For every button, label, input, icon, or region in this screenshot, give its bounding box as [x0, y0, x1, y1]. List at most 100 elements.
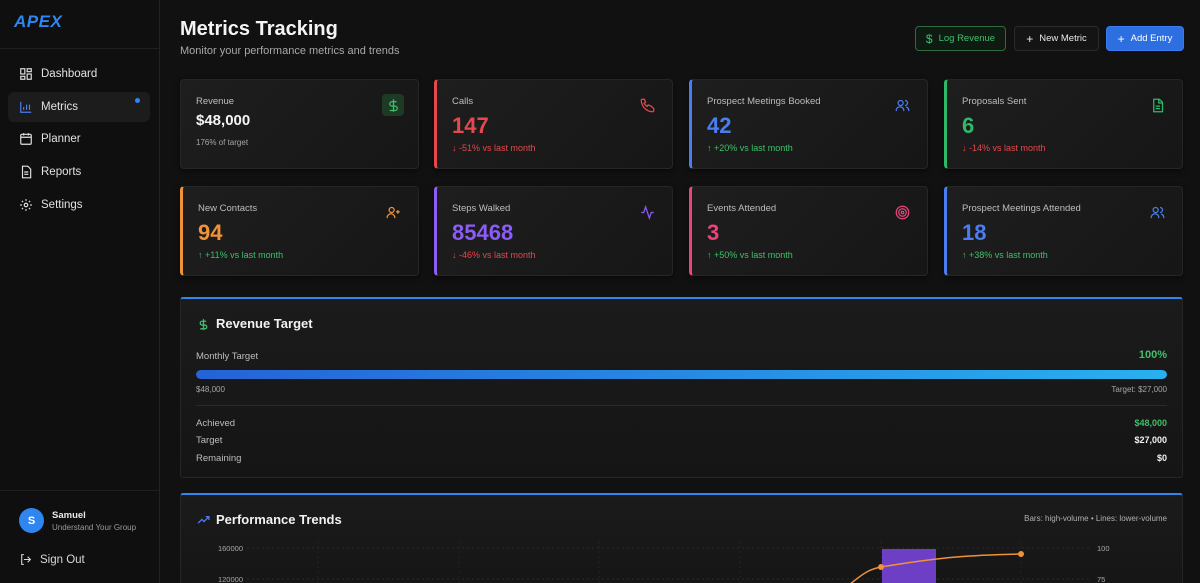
card-note: 176% of target [196, 138, 249, 147]
summary-row-remaining: Remaining $0 [196, 453, 1167, 464]
divider [196, 405, 1167, 406]
plus-icon: + [1026, 31, 1034, 46]
card-label: Prospect Meetings Attended [962, 203, 1081, 214]
card-value: $48,000 [196, 112, 251, 129]
chart-point [1018, 551, 1024, 557]
card-label: Steps Walked [452, 203, 511, 214]
panel-title: Revenue Target [216, 316, 313, 331]
card-change-text: -51% vs last month [459, 143, 536, 153]
dollar-icon: $ [925, 31, 933, 46]
add-entry-label: Add Entry [1130, 33, 1173, 44]
card-change-text: -14% vs last month [969, 143, 1046, 153]
y-axis-right-tick: 75 [1097, 575, 1106, 583]
sidebar-item-label: Dashboard [41, 68, 98, 80]
log-revenue-button[interactable]: $ Log Revenue [915, 26, 1006, 51]
sidebar-item-dashboard[interactable]: Dashboard [8, 59, 150, 89]
revenue-target-panel: Revenue Target Monthly Target 100% $48,0… [180, 297, 1183, 478]
sidebar-item-label: Settings [41, 198, 83, 211]
sidebar-item-label: Metrics [41, 100, 79, 113]
card-label: Events Attended [707, 203, 777, 214]
metric-card-events-attended[interactable]: Events Attended 3 ↑ +50% vs last month [689, 186, 928, 276]
card-value: 85468 [452, 220, 514, 245]
activity-icon [636, 201, 658, 223]
progress-bar-fill [196, 370, 1167, 379]
plus-icon: + [1117, 31, 1125, 46]
row-label: Remaining [196, 453, 242, 464]
card-change: ↑ +20% vs last month [707, 143, 793, 153]
user-name: Samuel [52, 509, 86, 521]
card-change: ↓ -51% vs last month [452, 143, 536, 153]
sidebar-item-planner[interactable]: Planner [8, 124, 150, 154]
card-value: 94 [198, 220, 223, 245]
card-label: Calls [452, 96, 474, 107]
sidebar-item-reports[interactable]: Reports [8, 157, 150, 187]
panel-title: Performance Trends [216, 512, 342, 527]
users-icon [1146, 201, 1168, 223]
row-value: $0 [1156, 453, 1167, 463]
target-percent: 100% [1138, 349, 1167, 361]
metric-card-steps-walked[interactable]: Steps Walked 85468 ↓ -46% vs last month [434, 186, 673, 276]
sidebar-item-label: Planner [41, 133, 81, 146]
sidebar-item-label: Reports [41, 166, 82, 179]
row-label: Target [196, 435, 223, 446]
sign-out-label: Sign Out [40, 553, 85, 566]
sign-out-button[interactable]: Sign Out [19, 553, 85, 566]
card-value: 147 [452, 113, 489, 138]
new-metric-button[interactable]: + New Metric [1014, 26, 1099, 51]
card-label: Revenue [196, 96, 235, 107]
y-axis-right-tick: 100 [1097, 544, 1110, 553]
sidebar-item-settings[interactable]: Settings [8, 190, 150, 220]
chart-line [850, 553, 1022, 583]
card-value: 18 [962, 220, 987, 245]
card-label: Prospect Meetings Booked [707, 96, 821, 107]
sidebar-item-metrics[interactable]: Metrics [8, 91, 150, 122]
divider [0, 48, 160, 49]
sidebar: APEX Dashboard Metrics Planner Reports S… [0, 0, 160, 583]
card-value: 42 [707, 113, 732, 138]
document-icon [19, 165, 33, 179]
row-value: $27,000 [1134, 435, 1167, 445]
card-value: 6 [962, 113, 975, 138]
page-subtitle: Monitor your performance metrics and tre… [180, 45, 400, 57]
metric-card-revenue[interactable]: Revenue $48,000 176% of target [180, 79, 419, 169]
gear-icon [19, 198, 33, 212]
metric-card-new-contacts[interactable]: New Contacts 94 ↑ +11% vs last month [180, 186, 419, 276]
card-label: Proposals Sent [962, 96, 1027, 107]
dollar-icon [382, 94, 404, 116]
card-change: ↑ +38% vs last month [962, 250, 1048, 260]
user-plus-icon [382, 201, 404, 223]
card-value: 3 [707, 220, 720, 245]
card-label: New Contacts [198, 203, 258, 214]
metric-card-prospect-meetings-booked[interactable]: Prospect Meetings Booked 42 ↑ +20% vs la… [689, 79, 928, 169]
card-change: ↑ +11% vs last month [198, 250, 284, 260]
metric-card-prospect-meetings-attended[interactable]: Prospect Meetings Attended 18 ↑ +38% vs … [944, 186, 1183, 276]
card-change: ↓ -46% vs last month [452, 250, 536, 260]
row-value: $48,000 [1134, 418, 1167, 428]
divider [0, 490, 160, 491]
user-profile[interactable]: S Samuel Understand Your Group [19, 508, 136, 533]
card-change-text: +11% vs last month [205, 250, 284, 260]
progress-bar [196, 370, 1167, 379]
metric-card-proposals-sent[interactable]: Proposals Sent 6 ↓ -14% vs last month [944, 79, 1183, 169]
users-icon [891, 94, 913, 116]
metric-card-calls[interactable]: Calls 147 ↓ -51% vs last month [434, 79, 673, 169]
active-indicator-dot [135, 97, 140, 103]
card-change-text: +38% vs last month [969, 250, 1048, 260]
progress-right-caption: Target: $27,000 [1111, 385, 1167, 394]
monthly-target-label: Monthly Target [196, 351, 259, 362]
dollar-icon [199, 319, 208, 330]
app-logo[interactable]: APEX [14, 12, 63, 31]
trends-chart [247, 541, 1091, 583]
summary-row-target: Target $27,000 [196, 435, 1167, 446]
y-axis-left-tick: 160000 [217, 544, 243, 553]
row-label: Achieved [196, 418, 236, 429]
phone-icon [636, 94, 658, 116]
card-change-text: -46% vs last month [459, 250, 536, 260]
dashboard-icon [19, 67, 33, 81]
new-metric-label: New Metric [1039, 33, 1087, 44]
sidebar-nav: Dashboard Metrics Planner Reports Settin… [8, 59, 150, 222]
target-icon [891, 201, 913, 223]
card-change-text: +50% vs last month [714, 250, 793, 260]
sign-out-icon [21, 554, 32, 565]
add-entry-button[interactable]: + Add Entry [1106, 26, 1184, 51]
